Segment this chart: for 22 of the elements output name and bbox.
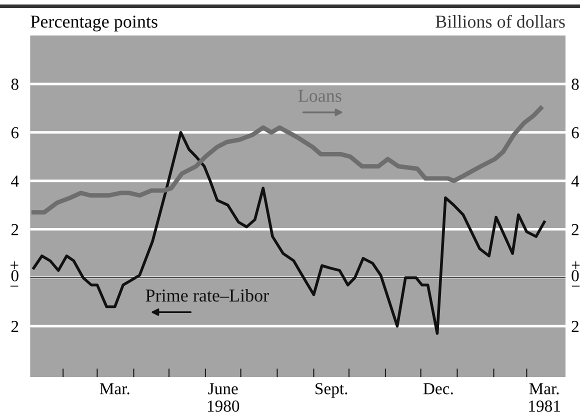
y2-tick-label: 6 — [572, 127, 579, 138]
y-axis-title: Percentage points — [30, 16, 158, 32]
x-tick-label: Sept. — [316, 383, 348, 398]
x-tick-label: Mar. — [100, 383, 130, 394]
y-tick-label: + 0 − — [10, 261, 18, 287]
y-tick-label: 2 — [11, 224, 18, 236]
x-tick-label: Mar. 1981 — [529, 383, 560, 412]
y2-tick-label: + 0 − — [572, 261, 580, 287]
y-tick-label: 6 — [11, 127, 19, 138]
y2-tick-label: 2 — [572, 320, 578, 332]
y2-tick-label: 8 — [572, 78, 579, 90]
y-tick-label: 8 — [11, 78, 18, 90]
x-tick-label: June 1980 — [208, 383, 240, 412]
y2-axis-title: Billions of dollars — [436, 14, 565, 28]
y2-tick-label: 2 — [572, 224, 578, 236]
y-tick-label: 2 — [11, 320, 18, 332]
line-series — [32, 131, 546, 335]
series-label: Prime rate–Libor — [146, 288, 269, 302]
y-tick-label: 4 — [11, 176, 19, 187]
y2-tick-label: 4 — [571, 176, 580, 187]
x-tick-label: Dec. — [423, 383, 453, 394]
line-series — [31, 106, 544, 215]
